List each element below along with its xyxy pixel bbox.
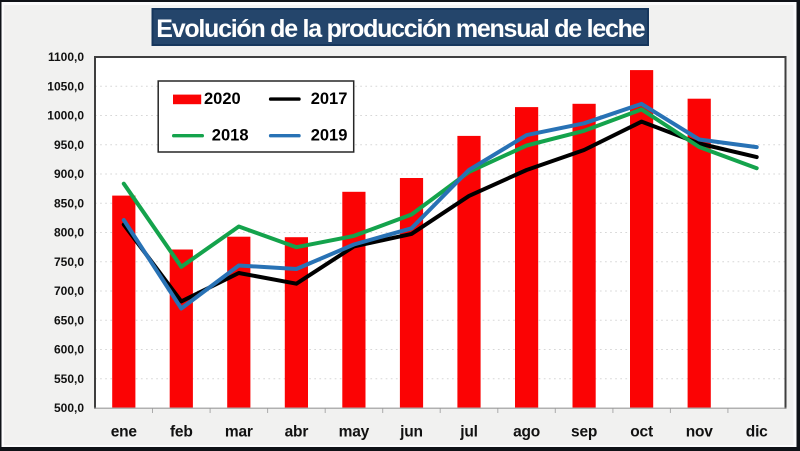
svg-text:mar: mar <box>225 424 253 441</box>
svg-text:850,0: 850,0 <box>54 196 84 210</box>
svg-text:ene: ene <box>111 424 138 441</box>
svg-text:dic: dic <box>746 424 768 441</box>
svg-text:650,0: 650,0 <box>54 313 84 327</box>
svg-text:sep: sep <box>571 424 597 441</box>
svg-text:1050,0: 1050,0 <box>47 79 84 93</box>
svg-text:700,0: 700,0 <box>54 284 84 298</box>
svg-text:1000,0: 1000,0 <box>47 109 84 123</box>
svg-text:550,0: 550,0 <box>54 372 84 386</box>
svg-text:jun: jun <box>399 424 423 441</box>
svg-text:2019: 2019 <box>311 126 348 144</box>
svg-text:Evolución de la producción men: Evolución de la producción mensual de le… <box>156 15 645 43</box>
svg-text:ago: ago <box>513 424 540 441</box>
svg-text:600,0: 600,0 <box>54 343 84 357</box>
svg-text:nov: nov <box>686 424 714 441</box>
svg-text:500,0: 500,0 <box>54 401 84 415</box>
svg-text:feb: feb <box>170 424 193 441</box>
svg-text:2020: 2020 <box>204 90 241 108</box>
svg-text:jul: jul <box>459 424 477 441</box>
svg-text:2018: 2018 <box>212 126 249 144</box>
svg-text:2017: 2017 <box>311 90 348 108</box>
svg-text:950,0: 950,0 <box>54 138 84 152</box>
svg-text:900,0: 900,0 <box>54 167 84 181</box>
svg-text:abr: abr <box>285 424 309 441</box>
svg-text:1100,0: 1100,0 <box>48 50 84 64</box>
svg-text:750,0: 750,0 <box>54 255 84 269</box>
svg-text:may: may <box>339 424 370 441</box>
svg-text:oct: oct <box>630 424 653 441</box>
svg-text:800,0: 800,0 <box>54 226 84 240</box>
